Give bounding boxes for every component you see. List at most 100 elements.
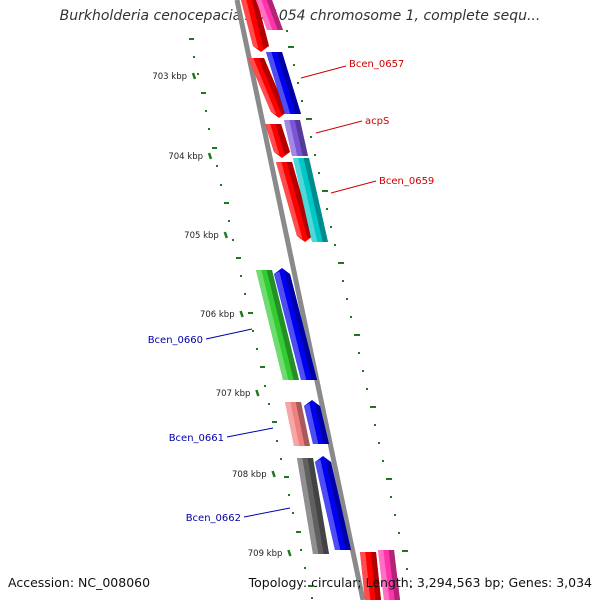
gc-dot	[224, 202, 229, 204]
kbp-label: 707 kbp	[216, 389, 251, 399]
gc-dot	[276, 440, 278, 442]
gc-dot	[244, 293, 246, 295]
gc-dot	[297, 82, 299, 84]
gc-dot	[322, 190, 328, 192]
gc-dot	[205, 110, 207, 112]
gene-label-Bcen_0660[interactable]: Bcen_0660	[148, 335, 203, 346]
gene-shadow	[266, 270, 299, 380]
gc-dot	[354, 334, 360, 336]
gc-dot	[272, 421, 277, 423]
gene-highlight	[265, 124, 280, 155]
gene-highlight	[360, 552, 371, 600]
gc-dot	[236, 257, 241, 259]
gene-blue-3	[266, 52, 301, 114]
gc-dots-layer	[189, 30, 412, 599]
gc-dot	[248, 312, 253, 314]
gc-dot	[386, 478, 392, 480]
gc-dot	[201, 92, 206, 94]
gc-dot	[240, 275, 242, 277]
gc-dot	[304, 567, 306, 569]
gene-label-leader	[330, 180, 377, 194]
gene-shadow	[370, 552, 381, 600]
gene-purple-5	[284, 120, 308, 156]
gene-label-leader	[315, 120, 363, 134]
gc-dot	[378, 442, 380, 444]
gc-dot	[362, 370, 364, 372]
kbp-ruler: 703 kbp 704 kbp 705 kbp 706 kbp 707 kbp 708 k…	[152, 72, 292, 559]
kbp-tick	[191, 72, 197, 80]
kbp-tick	[287, 549, 292, 557]
gc-dot	[330, 226, 332, 228]
gc-dot	[346, 298, 348, 300]
gc-dot	[252, 330, 254, 332]
gc-dot	[256, 348, 258, 350]
gene-blue-11	[304, 400, 329, 444]
gc-dot	[228, 220, 230, 222]
gc-dot	[197, 73, 199, 75]
kbp-label: 704 kbp	[168, 152, 203, 162]
gc-dot	[280, 458, 282, 460]
gene-label-Bcen_0661[interactable]: Bcen_0661	[169, 433, 224, 444]
gc-dot	[288, 46, 294, 48]
gene-shadow	[314, 403, 329, 444]
gc-dot	[318, 172, 320, 174]
gc-dot	[264, 385, 266, 387]
kbp-tick	[207, 152, 213, 160]
gene-shadow	[325, 459, 351, 550]
gene-magenta-15	[378, 550, 400, 600]
gene-features-layer	[241, 0, 400, 600]
gene-highlight	[297, 458, 319, 554]
gene-cyan-7	[293, 158, 328, 242]
gc-dot	[216, 165, 218, 167]
gc-dot	[350, 316, 352, 318]
gc-dot	[326, 208, 328, 210]
gc-dot	[300, 549, 302, 551]
gc-dot	[338, 262, 344, 264]
gc-dot	[208, 128, 210, 130]
gene-highlight	[293, 158, 318, 242]
chromosome-backbone	[234, 0, 366, 600]
gene-shadow	[294, 120, 308, 156]
gene-highlight	[304, 403, 319, 444]
gene-blue-9	[274, 268, 317, 380]
gene-shadow	[266, 0, 283, 30]
gc-dot	[301, 100, 303, 102]
gene-label-acpS[interactable]: acpS	[365, 116, 389, 127]
topology-summary: Topology: circular; Length: 3,294,563 bp…	[248, 575, 592, 590]
gc-dot	[406, 568, 408, 570]
gc-dot	[220, 184, 222, 186]
gene-highlight	[378, 550, 390, 600]
gene-highlight	[315, 459, 341, 550]
gc-dot	[366, 388, 368, 390]
gc-dot	[310, 136, 312, 138]
gene-label-leader	[243, 507, 291, 518]
gc-dot	[268, 403, 270, 405]
gc-dot	[286, 30, 288, 32]
gene-label-Bcen_0657[interactable]: Bcen_0657	[349, 59, 404, 70]
gene-cds_red-14	[360, 552, 381, 600]
gene-gray-12	[297, 458, 329, 554]
gene-highlight	[248, 58, 277, 115]
gc-dot	[311, 597, 313, 599]
gene-shadow	[295, 402, 310, 446]
gc-dot	[374, 424, 376, 426]
gene-magenta-1	[256, 0, 283, 30]
gc-dot	[382, 460, 384, 462]
gc-dot	[284, 476, 289, 478]
gene-shadow	[284, 271, 317, 380]
gene-cds_red-6	[276, 162, 313, 242]
gene-shadow	[275, 124, 290, 155]
gene-label-leader	[300, 65, 347, 79]
gene-highlight	[276, 162, 303, 239]
gc-dot	[189, 38, 194, 40]
kbp-label: 706 kbp	[200, 310, 235, 320]
gene-label-Bcen_0659[interactable]: Bcen_0659	[379, 176, 434, 187]
gene-label-Bcen_0662[interactable]: Bcen_0662	[186, 513, 241, 524]
gene-shadow	[307, 458, 329, 554]
gc-dot	[394, 514, 396, 516]
kbp-tick	[271, 470, 276, 478]
gc-dot	[358, 352, 360, 354]
gc-dot	[410, 586, 412, 588]
gc-dot	[334, 244, 336, 246]
